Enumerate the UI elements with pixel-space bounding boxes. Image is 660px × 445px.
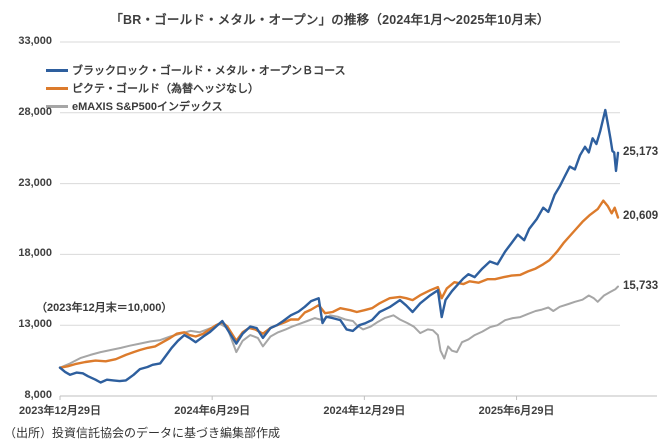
series-end-value-label: 15,733 bbox=[623, 279, 659, 292]
y-axis-tick-label: 8,000 bbox=[24, 389, 52, 401]
x-axis-tick-label: 2024年6月29日 bbox=[174, 405, 251, 417]
legend-item-1: ピクテ・ゴールド（為替ヘッジなし） bbox=[46, 79, 346, 97]
legend-label: ピクテ・ゴールド（為替ヘッジなし） bbox=[72, 83, 259, 95]
x-axis-tick-label: 2025年6月29日 bbox=[478, 405, 555, 417]
legend-label: eMAXIS S&P500インデックス bbox=[72, 101, 223, 113]
source-note: （出所）投資信託協会のデータに基づき編集部作成 bbox=[4, 426, 281, 440]
y-axis-tick-label: 13,000 bbox=[18, 318, 52, 331]
baseline-annotation: （2023年12月末＝10,000） bbox=[36, 302, 173, 314]
legend-item-0: ブラックロック・ゴールド・メタル・オープンＢコース bbox=[46, 61, 346, 79]
y-axis-tick-label: 33,000 bbox=[18, 35, 52, 47]
series-line-2 bbox=[59, 285, 619, 369]
x-axis-tick-label: 2023年12月29日 bbox=[19, 405, 101, 417]
legend-item-2: eMAXIS S&P500インデックス bbox=[46, 97, 346, 115]
legend-line-swatch bbox=[46, 68, 68, 72]
series-end-value-label: 20,609 bbox=[623, 210, 659, 223]
chart-title: 「BR・ゴールド・メタル・オープン」の推移（2024年1月～2025年10月末） bbox=[110, 13, 550, 27]
legend-label: ブラックロック・ゴールド・メタル・オープンＢコース bbox=[72, 65, 346, 77]
y-axis-tick-label: 28,000 bbox=[18, 105, 52, 118]
series-line-0 bbox=[58, 108, 620, 384]
series-end-value-label: 25,173 bbox=[623, 145, 659, 158]
chart-legend: ブラックロック・ゴールド・メタル・オープンＢコース ピクテ・ゴールド（為替ヘッジな… bbox=[46, 61, 346, 115]
legend-line-swatch bbox=[46, 86, 68, 90]
legend-line-swatch bbox=[46, 104, 68, 108]
y-axis-tick-label: 18,000 bbox=[18, 247, 52, 260]
x-axis-tick-label: 2024年12月29日 bbox=[323, 405, 406, 417]
y-axis-tick-label: 23,000 bbox=[18, 176, 52, 189]
series-line-1 bbox=[58, 199, 620, 369]
